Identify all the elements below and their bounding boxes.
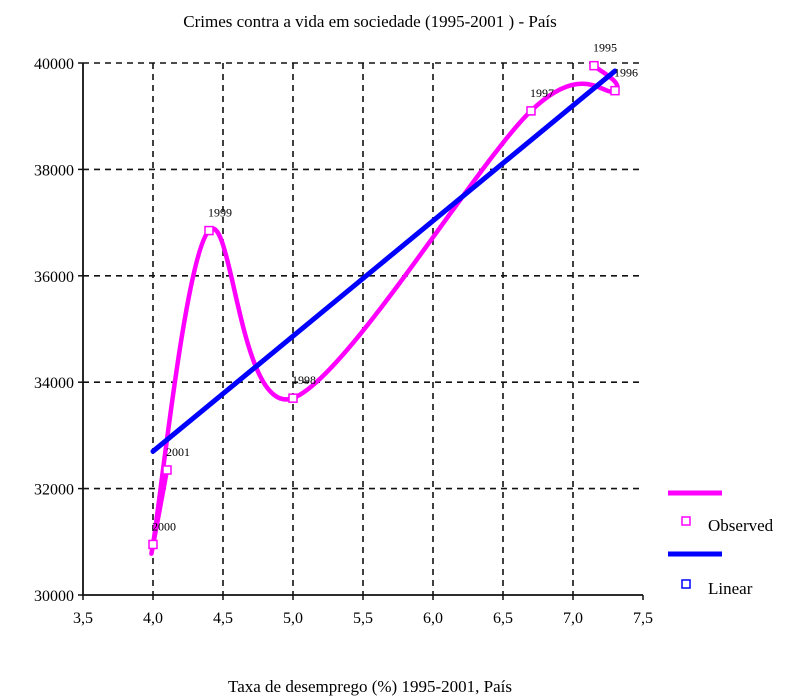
point-label: 1996 <box>614 66 638 80</box>
tick-labels: 3,5 4,0 4,5 5,0 5,5 6,0 6,5 7,0 7,5 30000 32000 340… <box>34 56 653 627</box>
observed-point <box>610 85 620 96</box>
x-tick-label: 7,0 <box>563 610 583 627</box>
linear-line <box>150 68 618 454</box>
observed-point <box>204 225 214 236</box>
point-label: 1998 <box>292 373 316 387</box>
legend-observed-marker <box>681 516 691 526</box>
y-tick-label: 36000 <box>34 269 74 286</box>
y-tick-label: 40000 <box>34 56 74 73</box>
point-label: 2001 <box>166 445 190 459</box>
chart-title: Crimes contra a vida em sociedade (1995-… <box>183 12 556 31</box>
y-tick-label: 34000 <box>34 375 74 392</box>
x-tick-label: 3,5 <box>73 610 93 627</box>
x-tick-label: 7,5 <box>633 610 653 627</box>
point-label: 1995 <box>593 41 617 55</box>
y-tick-label: 30000 <box>34 588 74 605</box>
observed-point <box>288 393 298 403</box>
observed-point <box>526 106 536 116</box>
x-tick-label: 4,5 <box>213 610 233 627</box>
point-label: 1997 <box>530 86 554 100</box>
chart-lines <box>149 63 620 556</box>
axes <box>78 62 644 600</box>
x-tick-label: 6,5 <box>493 610 513 627</box>
x-tick-label: 6,0 <box>423 610 443 627</box>
x-axis-label: Taxa de desemprego (%) 1995-2001, País <box>228 677 512 696</box>
legend-linear-label: Linear <box>708 579 753 598</box>
point-label: 1999 <box>208 206 232 220</box>
point-label: 2000 <box>152 519 176 533</box>
legend-linear-marker <box>681 579 691 589</box>
y-tick-label: 32000 <box>34 482 74 499</box>
grid <box>83 62 643 595</box>
x-tick-label: 4,0 <box>143 610 163 627</box>
x-tick-label: 5,0 <box>283 610 303 627</box>
chart-markers: 1995 1996 1997 1998 1999 2000 2001 <box>148 41 638 550</box>
observed-point <box>589 60 599 71</box>
x-tick-label: 5,5 <box>353 610 373 627</box>
legend: Observed Linear <box>668 490 774 598</box>
observed-point <box>162 465 172 475</box>
y-tick-label: 38000 <box>34 162 74 179</box>
legend-observed-label: Observed <box>708 516 774 535</box>
observed-point <box>148 539 158 550</box>
observed-line <box>149 63 620 556</box>
